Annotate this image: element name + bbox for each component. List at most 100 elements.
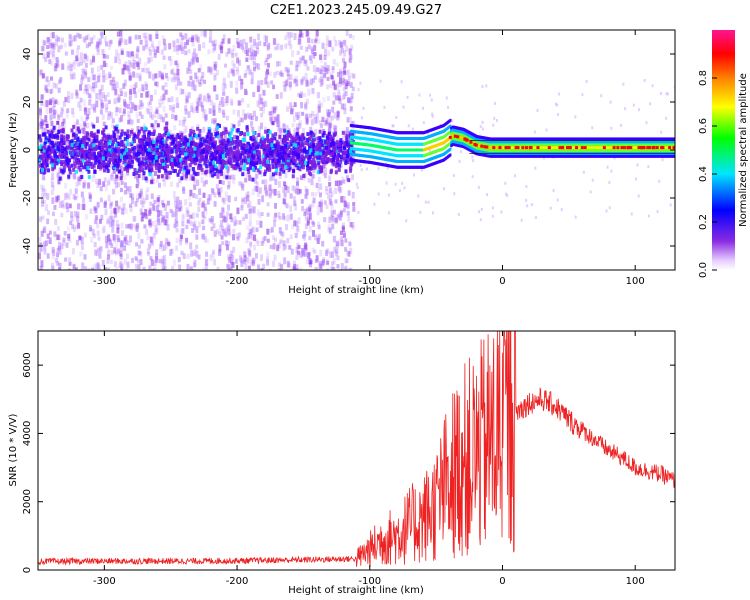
- heatmap-cell: [225, 101, 229, 106]
- heatmap-cell: [176, 73, 180, 80]
- heatmap-cell: [241, 197, 245, 202]
- heatmap-cell: [189, 136, 193, 141]
- heatmap-cell: [309, 133, 313, 138]
- heatmap-cell: [240, 78, 244, 85]
- heatmap-cell: [211, 137, 215, 142]
- heatmap-cell: [196, 126, 200, 131]
- heatmap-cell: [52, 249, 56, 256]
- heatmap-cell: [143, 167, 147, 173]
- heatmap-cell: [82, 203, 86, 210]
- heatmap-cell: [209, 136, 213, 141]
- heatmap-cell: [252, 41, 256, 48]
- heatmap-cell: [136, 152, 140, 157]
- heatmap-cell: [155, 124, 159, 130]
- heatmap-cell: [197, 166, 201, 171]
- heatmap-cell: [307, 252, 311, 259]
- heatmap-cell: [331, 157, 335, 162]
- heatmap-cell: [192, 193, 196, 199]
- heatmap-cell: [154, 73, 158, 79]
- heatmap-cell: [206, 159, 210, 164]
- heatmap-cell: [210, 226, 214, 232]
- heatmap-cell: [288, 150, 292, 155]
- heatmap-cell: [213, 43, 217, 51]
- heatmap-cell: [184, 137, 188, 142]
- heatmap-cell: [60, 140, 64, 145]
- heatmap-cell: [173, 197, 177, 202]
- heatmap-cell: [193, 220, 197, 227]
- heatmap-cell: [58, 262, 62, 269]
- heatmap-cell: [116, 164, 120, 169]
- heatmap-cell: [189, 220, 193, 226]
- heatmap-cell: [134, 256, 138, 261]
- heatmap-cell: [331, 67, 335, 74]
- heatmap-cell: [155, 227, 159, 234]
- heatmap-cell: [315, 255, 319, 262]
- heatmap-cell: [318, 169, 322, 174]
- heatmap-cell: [145, 91, 149, 98]
- heatmap-cell: [424, 200, 427, 204]
- heatmap-cell: [115, 124, 119, 129]
- heatmap-cell: [103, 36, 107, 43]
- heatmap-cell: [49, 89, 53, 94]
- heatmap-cell: [69, 64, 73, 71]
- heatmap-cell: [271, 174, 275, 181]
- heatmap-cell: [138, 193, 142, 199]
- heatmap-cell: [229, 137, 233, 142]
- heatmap-cell: [98, 144, 102, 149]
- heatmap-cell: [214, 166, 218, 171]
- heatmap-cell: [258, 268, 262, 270]
- heatmap-cell: [58, 201, 62, 208]
- heatmap-cell: [325, 249, 329, 257]
- heatmap-cell: [123, 79, 127, 87]
- heatmap-cell: [339, 71, 343, 78]
- heatmap-cell: [225, 95, 229, 103]
- heatmap-cell: [284, 185, 288, 191]
- heatmap-cell: [287, 31, 291, 39]
- figure-title: C2E1.2023.245.09.49.G27: [270, 3, 442, 18]
- heatmap-cell: [128, 148, 132, 153]
- heatmap-cell: [181, 89, 185, 95]
- heatmap-cell: [332, 146, 336, 151]
- heatmap-cell: [140, 114, 144, 119]
- heatmap-cell: [73, 148, 77, 153]
- heatmap-cell: [105, 241, 109, 249]
- heatmap-cell: [256, 168, 260, 173]
- heatmap-cell: [290, 135, 294, 140]
- heatmap-cell: [637, 108, 640, 112]
- heatmap-cell: [304, 141, 308, 146]
- heatmap-cell: [43, 40, 47, 46]
- heatmap-cell: [113, 163, 117, 168]
- heatmap-cell: [222, 174, 226, 179]
- heatmap-cell: [610, 169, 613, 173]
- heatmap-cell: [291, 153, 295, 158]
- heatmap-cell: [98, 41, 102, 46]
- heatmap-cell: [331, 106, 335, 113]
- heatmap-cell: [290, 248, 294, 255]
- heatmap-cell: [303, 211, 307, 217]
- heatmap-cell: [91, 228, 95, 236]
- heatmap-cell: [45, 124, 49, 129]
- heatmap-cell: [180, 137, 184, 142]
- heatmap-cell: [233, 222, 237, 227]
- heatmap-cell: [232, 177, 236, 184]
- heatmap-cell: [72, 194, 76, 200]
- heatmap-cell: [204, 266, 208, 270]
- heatmap-cell: [190, 126, 194, 132]
- heatmap-cell: [109, 215, 113, 221]
- heatmap-cell: [228, 141, 232, 146]
- heatmap-cell: [94, 158, 98, 163]
- heatmap-cell: [350, 96, 354, 103]
- heatmap-cell: [172, 140, 176, 145]
- heatmap-cell: [258, 187, 262, 194]
- heatmap-cell: [451, 118, 454, 122]
- heatmap-cell: [43, 166, 47, 171]
- heatmap-cell: [151, 142, 155, 147]
- heatmap-cell: [226, 223, 230, 228]
- heatmap-cell: [165, 211, 169, 219]
- heatmap-cell: [205, 153, 209, 158]
- heatmap-cell: [98, 93, 102, 101]
- heatmap-cell: [123, 237, 127, 242]
- heatmap-cell: [582, 170, 585, 174]
- heatmap-cell: [169, 208, 173, 214]
- heatmap-cell: [205, 251, 209, 257]
